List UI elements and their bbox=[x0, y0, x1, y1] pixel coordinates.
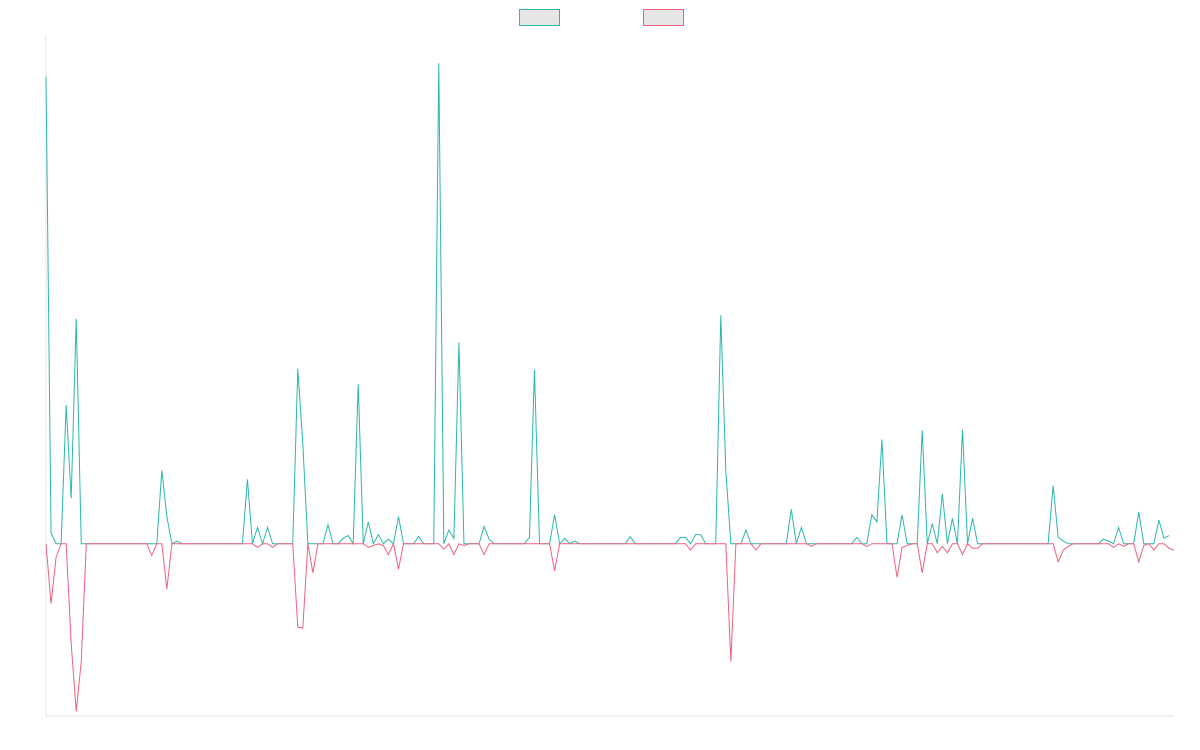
series-line-2 bbox=[45, 542, 1175, 712]
legend bbox=[519, 9, 684, 26]
legend-swatch-1[interactable] bbox=[519, 9, 560, 26]
axes bbox=[45, 36, 1174, 717]
legend-swatch-2[interactable] bbox=[643, 9, 684, 26]
plot-area bbox=[45, 63, 1175, 712]
series-line-1 bbox=[45, 63, 1170, 546]
